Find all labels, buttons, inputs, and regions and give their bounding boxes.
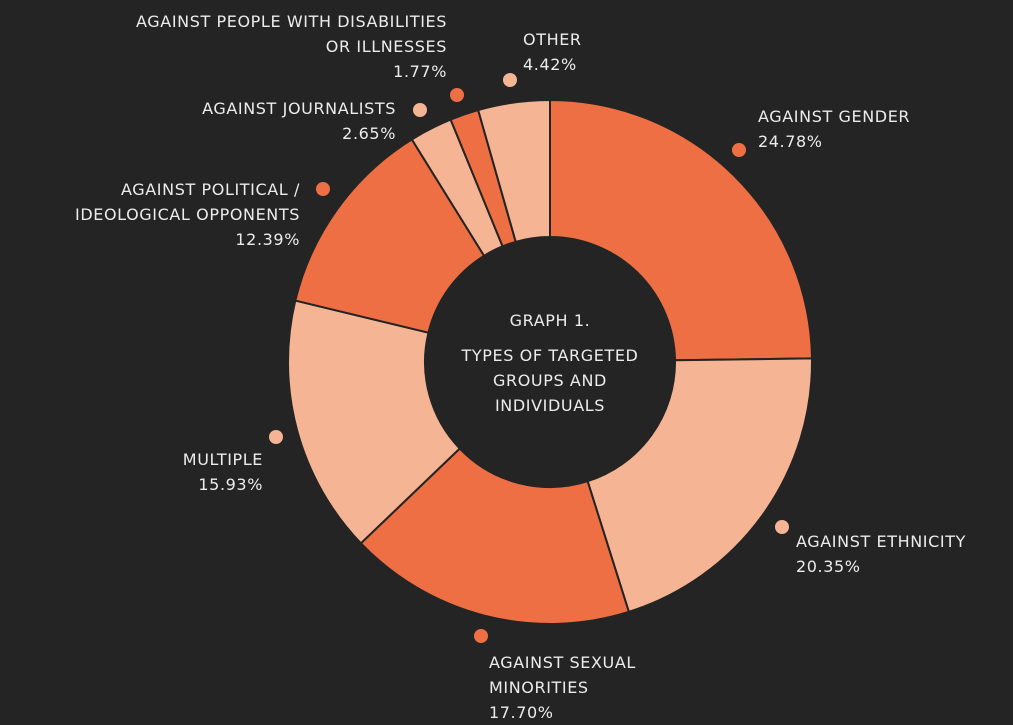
category-label: AGAINST GENDER	[758, 107, 911, 126]
legend-dot	[269, 430, 283, 444]
category-label: OTHER	[523, 30, 582, 49]
slice-label: MULTIPLE 15.93%	[183, 447, 263, 497]
slice	[294, 138, 486, 334]
category-label: AGAINST PEOPLE WITH DISABILITIES OR ILLN…	[136, 12, 447, 56]
legend-dot	[732, 143, 746, 157]
slice	[549, 98, 813, 362]
slice-label: AGAINST PEOPLE WITH DISABILITIES OR ILLN…	[127, 9, 447, 84]
legend-dot	[775, 520, 789, 534]
value-label: 1.77%	[393, 62, 447, 81]
value-label: 2.65%	[342, 124, 396, 143]
legend-dot	[413, 103, 427, 117]
legend-dot	[450, 88, 464, 102]
chart-title: GRAPH 1.	[509, 311, 591, 330]
legend-dot	[503, 73, 517, 87]
center-text: GRAPH 1. TYPES OF TARGETED GROUPS AND IN…	[450, 308, 650, 418]
slice-label: AGAINST ETHNICITY 20.35%	[796, 529, 966, 579]
value-label: 12.39%	[235, 230, 300, 249]
slice	[586, 357, 813, 614]
slice	[359, 447, 631, 625]
value-label: 24.78%	[758, 132, 823, 151]
category-label: AGAINST ETHNICITY	[796, 532, 966, 551]
value-label: 20.35%	[796, 557, 861, 576]
value-label: 15.93%	[198, 475, 263, 494]
category-label: AGAINST JOURNALISTS	[202, 99, 396, 118]
slice	[476, 98, 551, 244]
slice	[287, 299, 462, 545]
category-label: MULTIPLE	[182, 450, 263, 469]
slice-label: AGAINST SEXUAL MINORITIES 17.70%	[489, 650, 689, 725]
legend-dot	[474, 629, 488, 643]
value-label: 4.42%	[523, 55, 577, 74]
chart-subtitle: TYPES OF TARGETED GROUPS AND INDIVIDUALS	[461, 346, 639, 415]
slice-label: AGAINST POLITICAL / IDEOLOGICAL OPPONENT…	[0, 177, 300, 252]
slice-label: OTHER 4.42%	[523, 27, 582, 77]
slice-label: AGAINST GENDER 24.78%	[758, 104, 910, 154]
category-label: AGAINST POLITICAL / IDEOLOGICAL OPPONENT…	[75, 180, 300, 224]
category-label: AGAINST SEXUAL MINORITIES	[489, 653, 636, 697]
value-label: 17.70%	[489, 703, 554, 722]
slice-label: AGAINST JOURNALISTS 2.65%	[202, 96, 396, 146]
legend-dot	[316, 182, 330, 196]
